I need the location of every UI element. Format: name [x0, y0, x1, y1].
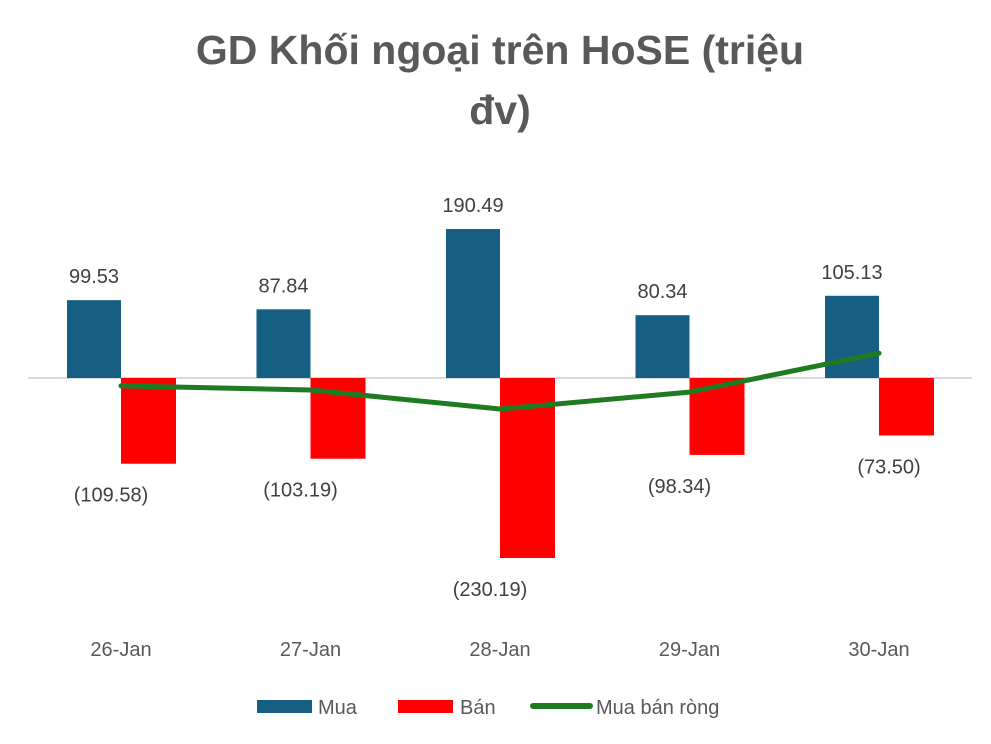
bar-mua	[446, 229, 500, 378]
chart-title-line-1: GD Khối ngoại trên HoSE (triệu	[196, 27, 804, 73]
data-label-ban: (230.19)	[453, 579, 528, 601]
data-label-ban: (73.50)	[857, 456, 920, 478]
category-label: 30-Jan	[848, 639, 909, 661]
legend-label-mua: Mua	[318, 697, 358, 719]
bar-mua	[257, 309, 311, 378]
category-label: 29-Jan	[659, 639, 720, 661]
data-label-mua: 80.34	[637, 281, 687, 303]
category-label: 27-Jan	[280, 639, 341, 661]
data-label-mua: 87.84	[258, 275, 308, 297]
data-label-ban: (109.58)	[74, 485, 149, 507]
category-label: 28-Jan	[469, 639, 530, 661]
bar-mua	[67, 300, 121, 378]
bar-ban	[879, 378, 934, 435]
bar-ban	[121, 378, 176, 464]
data-label-mua: 105.13	[821, 262, 882, 284]
legend-swatch-mua	[257, 700, 312, 713]
category-label: 26-Jan	[90, 639, 151, 661]
chart-title-line-2: đv)	[469, 87, 531, 133]
legend: Mua Bán Mua bán ròng	[257, 697, 719, 719]
bar-mua	[636, 315, 690, 378]
data-label-mua: 190.49	[442, 195, 503, 217]
data-label-mua: 99.53	[69, 266, 119, 288]
bar-mua	[825, 296, 879, 378]
legend-label-mua-ban-rong: Mua bán ròng	[596, 697, 719, 719]
legend-label-ban: Bán	[460, 697, 496, 719]
data-label-ban: (103.19)	[263, 480, 338, 502]
data-label-ban: (98.34)	[648, 476, 711, 498]
legend-swatch-ban	[398, 700, 453, 713]
